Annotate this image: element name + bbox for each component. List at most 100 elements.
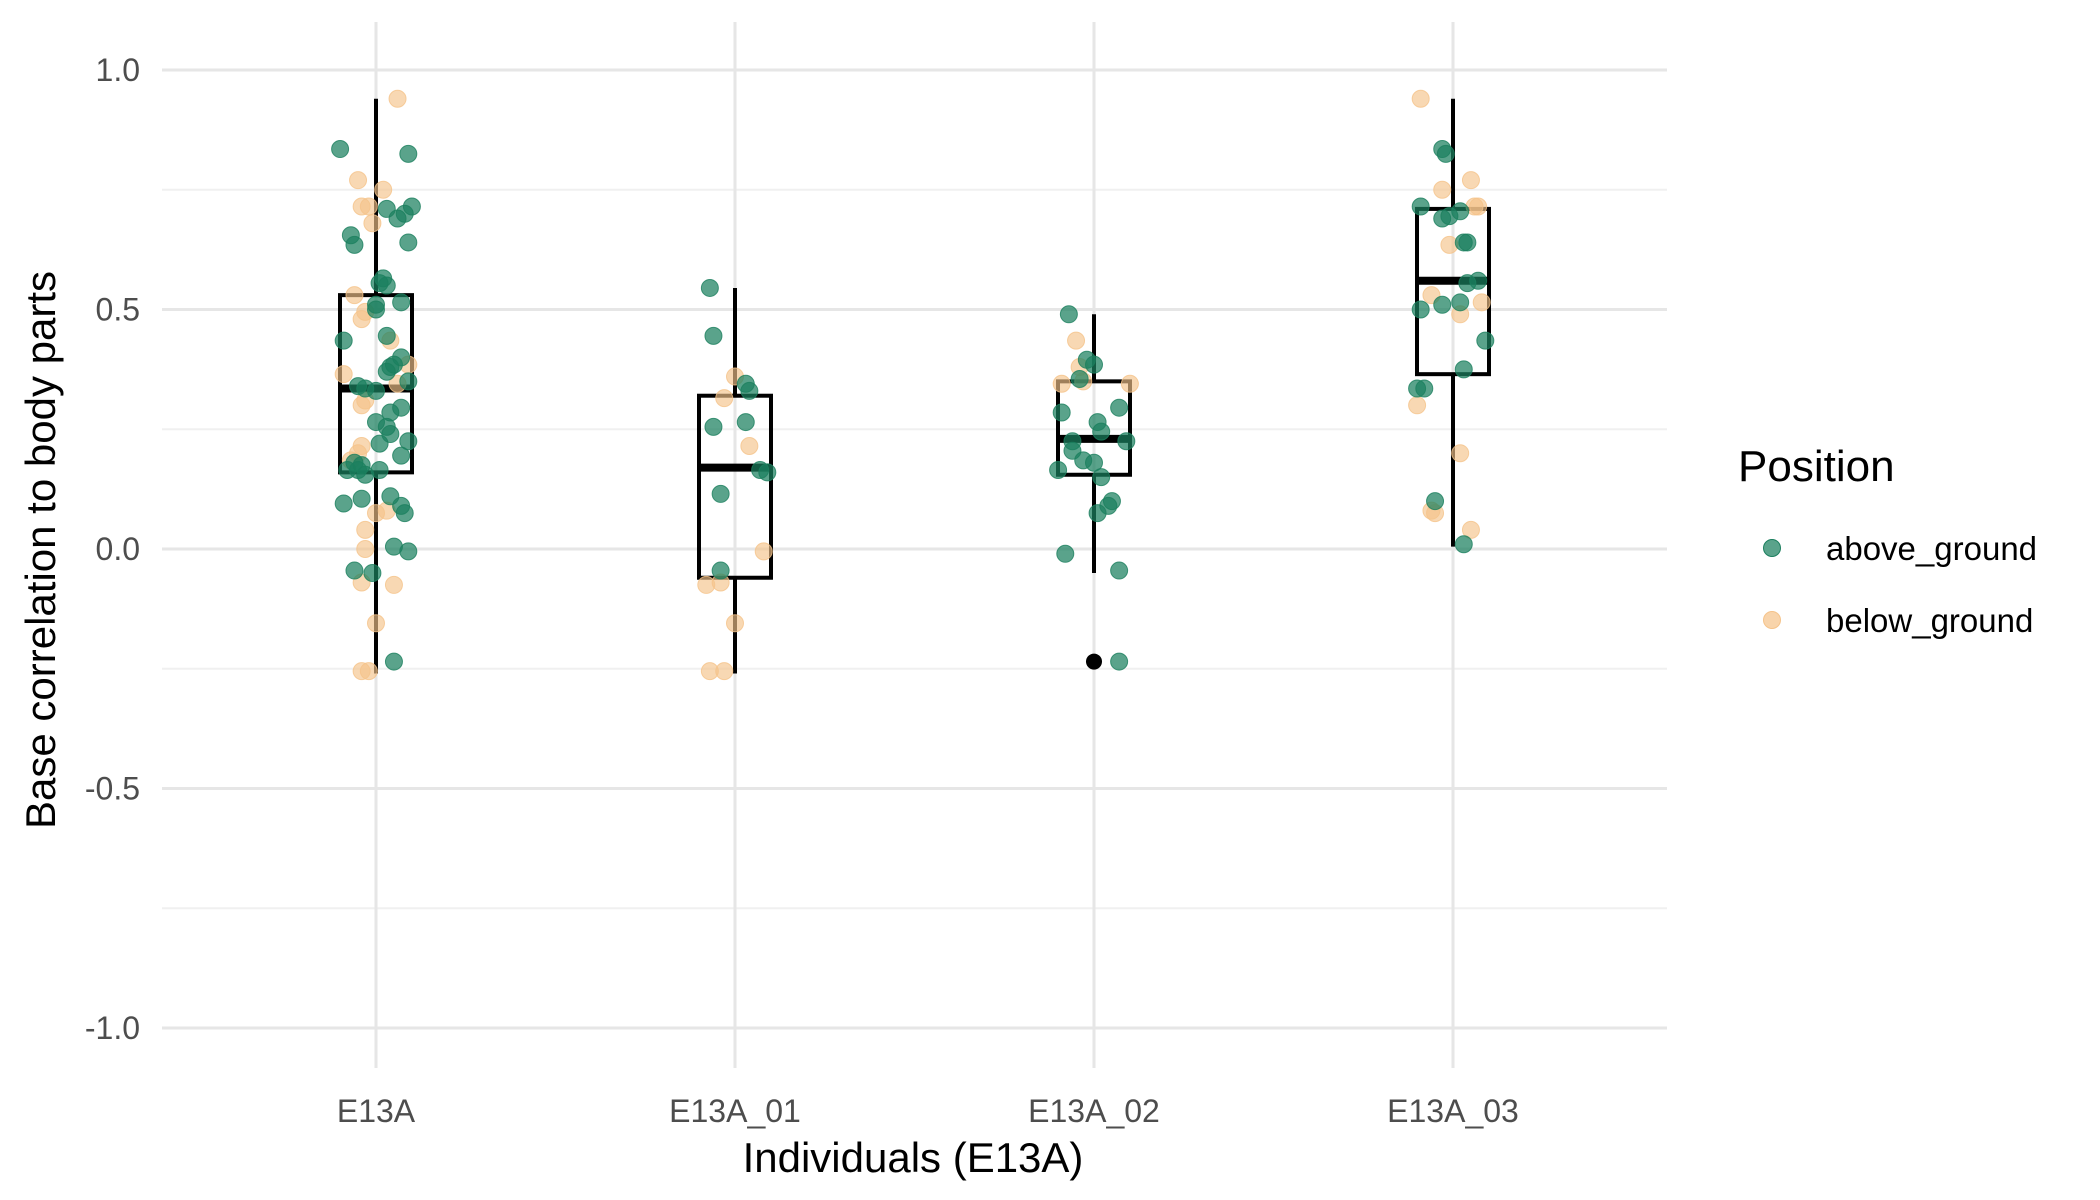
legend-title: Position bbox=[1738, 442, 1895, 491]
point-above_ground bbox=[1085, 355, 1103, 374]
point-below_ground bbox=[334, 365, 353, 384]
point-below_ground bbox=[363, 214, 382, 233]
point-above_ground bbox=[1433, 295, 1452, 314]
point-above_ground bbox=[1458, 274, 1477, 293]
point-above_ground bbox=[704, 417, 723, 436]
point-above_ground bbox=[1411, 197, 1430, 216]
point-above_ground bbox=[1454, 535, 1473, 554]
point-below_ground bbox=[1451, 444, 1470, 463]
point-above_ground bbox=[377, 326, 396, 345]
point-above_ground bbox=[392, 293, 411, 312]
legend-swatch-below_ground bbox=[1763, 611, 1781, 629]
point-below_ground bbox=[1472, 293, 1491, 312]
point-below_ground bbox=[345, 286, 364, 305]
y-tick-label: 1.0 bbox=[96, 52, 140, 88]
point-above_ground bbox=[367, 381, 385, 400]
legend-label-below_ground: below_ground bbox=[1826, 602, 2033, 639]
box-rect bbox=[697, 393, 773, 580]
point-above_ground bbox=[704, 326, 723, 345]
point-below_ground bbox=[359, 662, 378, 681]
point-above_ground bbox=[384, 652, 403, 671]
point-below_ground bbox=[374, 180, 393, 199]
point-above_ground bbox=[1436, 144, 1455, 163]
x-tick-label: E13A_02 bbox=[1028, 1093, 1160, 1129]
point-above_ground bbox=[345, 561, 364, 580]
x-axis-title: Individuals (E13A) bbox=[743, 1134, 1084, 1181]
point-above_ground bbox=[1059, 305, 1078, 324]
point-below_ground bbox=[754, 542, 773, 561]
point-below_ground bbox=[1461, 171, 1480, 190]
y-axis-title: Base correlation to body parts bbox=[17, 271, 64, 829]
legend: Position above_ground below_ground bbox=[1738, 442, 2037, 639]
point-below_ground bbox=[388, 89, 407, 108]
point-above_ground bbox=[399, 233, 418, 252]
point-above_ground bbox=[1088, 504, 1107, 523]
point-above_ground bbox=[1056, 544, 1075, 563]
point-below_ground bbox=[715, 662, 734, 681]
point-above_ground bbox=[736, 413, 755, 432]
point-above_ground bbox=[352, 489, 371, 508]
point-below_ground bbox=[356, 540, 375, 558]
point-above_ground bbox=[399, 144, 418, 163]
x-tick-label: E13A_01 bbox=[669, 1093, 801, 1129]
point-above_ground bbox=[758, 463, 777, 482]
point-below_ground bbox=[1067, 331, 1086, 350]
point-above_ground bbox=[1451, 293, 1470, 312]
point-below_ground bbox=[356, 520, 375, 539]
x-tick-labels: E13A E13A_01 E13A_02 E13A_03 bbox=[337, 1093, 1519, 1129]
point-above_ground bbox=[1092, 468, 1111, 487]
point-above_ground bbox=[1110, 561, 1129, 580]
point-above_ground bbox=[392, 446, 411, 465]
point-below_ground bbox=[384, 575, 403, 594]
point-above_ground bbox=[1052, 403, 1071, 422]
point-below_ground bbox=[1433, 180, 1452, 199]
point-above_ground bbox=[338, 460, 357, 479]
point-layer bbox=[331, 89, 1495, 681]
point-above_ground bbox=[399, 542, 418, 561]
point-above_ground bbox=[377, 199, 396, 218]
point-below_ground bbox=[367, 614, 385, 633]
y-tick-label: 0.0 bbox=[96, 531, 140, 567]
point-below_ground bbox=[715, 389, 734, 408]
point-above_ground bbox=[377, 276, 396, 295]
point-below_ground bbox=[726, 614, 744, 633]
point-above_ground bbox=[1454, 360, 1473, 379]
point-above_ground bbox=[334, 331, 353, 350]
point-above_ground bbox=[1070, 369, 1089, 388]
point-above_ground bbox=[1426, 492, 1445, 511]
point-above_ground bbox=[367, 300, 385, 319]
point-above_ground bbox=[331, 140, 350, 159]
point-above_ground bbox=[711, 484, 730, 503]
y-tick-label: -0.5 bbox=[85, 771, 140, 807]
point-below_ground bbox=[1052, 374, 1071, 393]
point-below_ground bbox=[352, 310, 371, 329]
point-above_ground bbox=[1411, 300, 1430, 319]
point-above_ground bbox=[370, 434, 389, 453]
point-below_ground bbox=[740, 437, 759, 456]
legend-label-above_ground: above_ground bbox=[1826, 530, 2037, 567]
point-above_ground bbox=[399, 372, 418, 391]
point-below_ground bbox=[359, 197, 378, 216]
outlier-point bbox=[1086, 653, 1102, 670]
y-tick-label: 0.5 bbox=[96, 292, 140, 328]
point-above_ground bbox=[700, 278, 719, 297]
point-above_ground bbox=[1440, 207, 1459, 226]
point-above_ground bbox=[399, 432, 418, 451]
point-above_ground bbox=[345, 235, 364, 254]
point-above_ground bbox=[711, 561, 730, 580]
point-below_ground bbox=[1408, 396, 1427, 415]
point-below_ground bbox=[1120, 374, 1139, 393]
point-above_ground bbox=[395, 504, 414, 523]
point-above_ground bbox=[334, 494, 353, 513]
point-above_ground bbox=[1110, 398, 1129, 417]
point-above_ground bbox=[356, 465, 375, 484]
point-below_ground bbox=[1411, 89, 1430, 108]
point-above_ground bbox=[1049, 460, 1068, 479]
point-above_ground bbox=[1415, 379, 1434, 398]
y-tick-label: -1.0 bbox=[85, 1010, 140, 1046]
point-below_ground bbox=[352, 396, 371, 415]
x-tick-label: E13A bbox=[337, 1093, 416, 1129]
x-tick-label: E13A_03 bbox=[1387, 1093, 1519, 1129]
legend-swatch-above_ground bbox=[1763, 539, 1781, 557]
